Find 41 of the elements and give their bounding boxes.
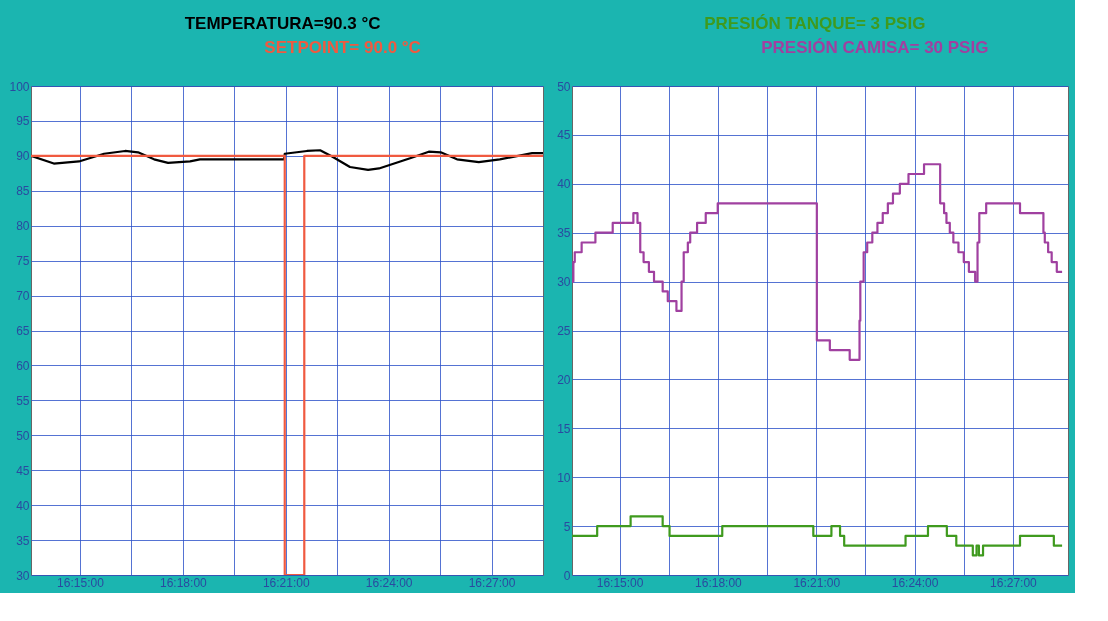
- x-tick-label: 16:27:00: [990, 575, 1038, 590]
- x-tick-label: 16:24:00: [365, 575, 413, 590]
- y-tick-label: 85: [16, 184, 30, 199]
- text: PRESIÓN TANQUE= 3 PSIG: [704, 14, 926, 33]
- x-tick-label: 16:21:00: [262, 575, 310, 590]
- y-tick-label: 75: [16, 254, 30, 269]
- y-tick-label: 25: [557, 324, 571, 338]
- y-tick-label: 15: [557, 421, 571, 436]
- y-tick-label: 10: [557, 470, 571, 485]
- y-tick-label: 80: [16, 219, 30, 234]
- x-tick-label: 16:18:00: [695, 575, 743, 590]
- y-tick-label: 100: [9, 79, 30, 94]
- y-tick-label: 95: [16, 114, 30, 129]
- y-tick-label: 90: [16, 149, 30, 164]
- text: SETPOINT= 90.0 °C: [264, 38, 421, 57]
- y-tick-label: 50: [557, 79, 571, 94]
- y-tick-label: 40: [557, 177, 571, 192]
- line-series: [31, 149, 543, 171]
- y-tick-label: 65: [16, 324, 30, 338]
- y-tick-label: 55: [16, 393, 30, 408]
- x-tick-label: 16:15:00: [596, 575, 644, 590]
- y-tick-label: 30: [16, 568, 30, 583]
- y-tick-label: 0: [563, 568, 571, 583]
- y-tick-label: 50: [16, 428, 30, 443]
- text: PRESIÓN CAMISA= 30 PSIG: [761, 38, 989, 57]
- y-tick-label: 45: [16, 463, 30, 478]
- text: TEMPERATURA=90.3 °C: [184, 14, 381, 33]
- x-tick-label: 16:15:00: [57, 575, 105, 590]
- x-tick-label: 16:18:00: [160, 575, 208, 590]
- y-tick-label: 35: [557, 226, 571, 241]
- y-tick-label: 40: [16, 498, 30, 513]
- y-tick-label: 5: [563, 519, 571, 534]
- x-tick-label: 16:24:00: [891, 575, 939, 590]
- y-tick-label: 20: [557, 372, 571, 387]
- x-tick-label: 16:27:00: [468, 575, 516, 590]
- x-tick-label: 16:21:00: [793, 575, 841, 590]
- y-tick-label: 30: [557, 275, 571, 290]
- y-tick-label: 45: [557, 128, 571, 143]
- y-tick-label: 70: [16, 289, 30, 304]
- y-tick-label: 35: [16, 533, 30, 548]
- y-tick-label: 60: [16, 358, 30, 373]
